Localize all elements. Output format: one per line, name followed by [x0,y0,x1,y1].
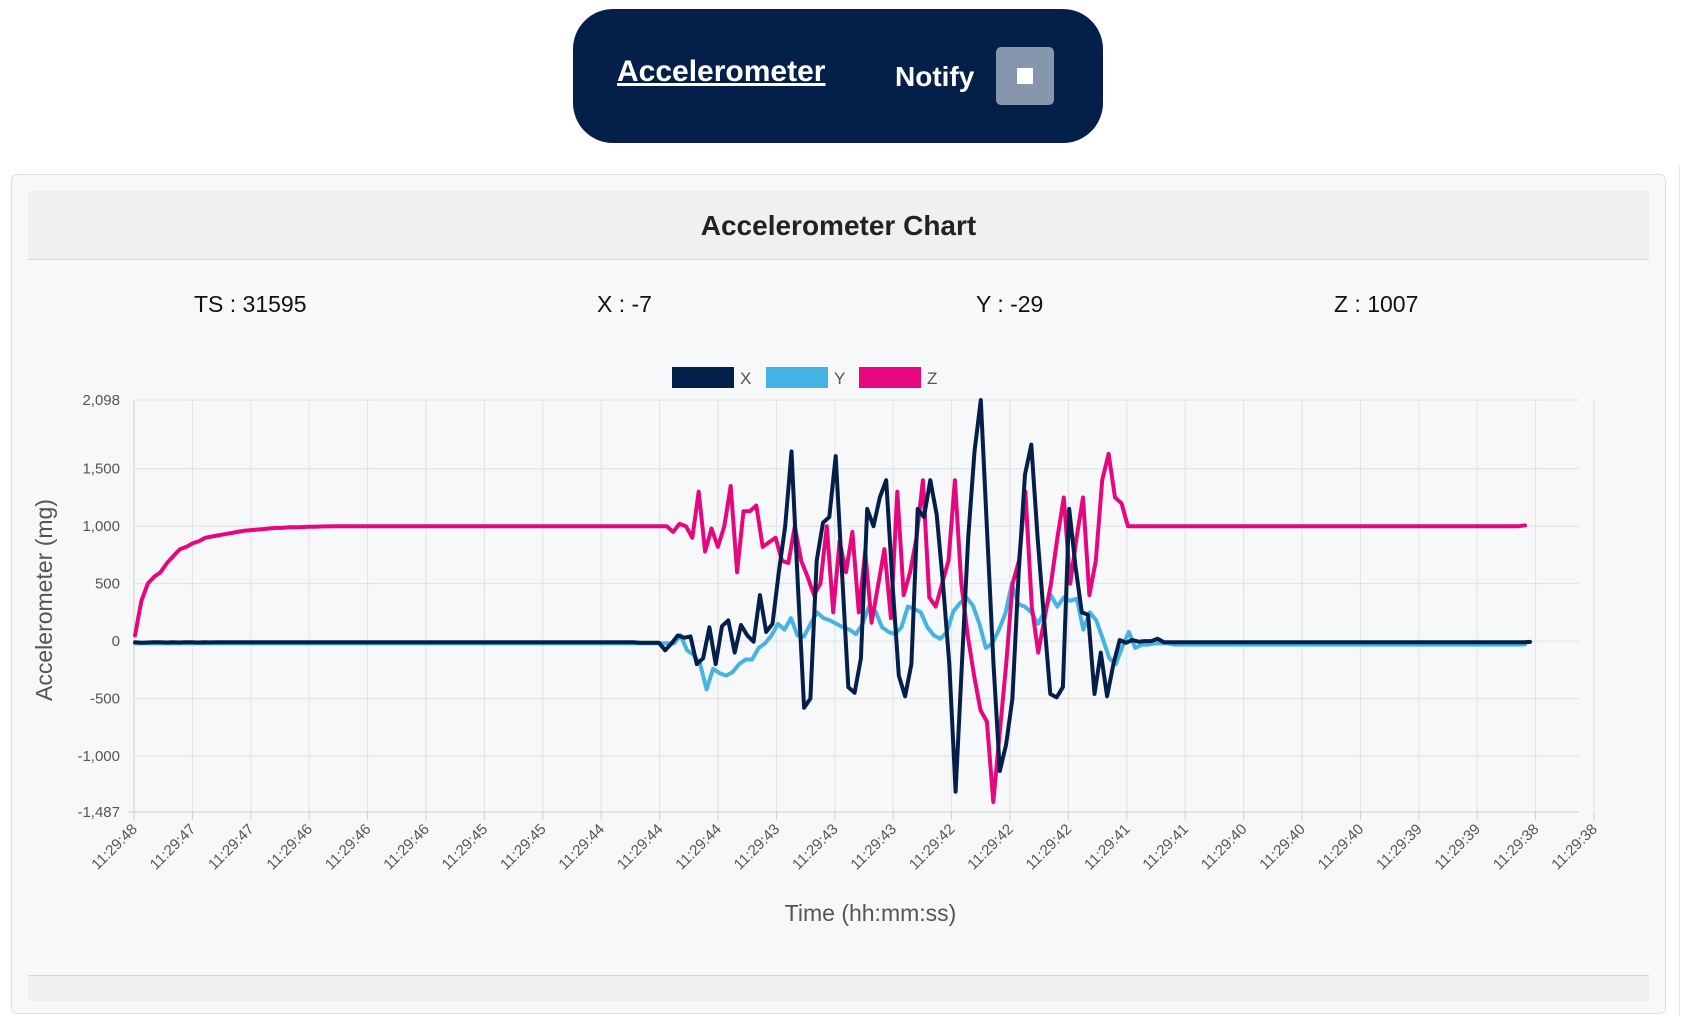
chart-card-title: Accelerometer Chart [28,191,1649,260]
y-tick-label: 2,098 [82,392,120,409]
x-tick-label: 11:29:44 [672,821,725,874]
x-tick-label: 11:29:38 [1490,821,1543,874]
legend-swatch-z [859,367,921,388]
x-tick-label: 11:29:47 [205,821,258,874]
legend-swatch-x [672,367,734,388]
x-tick-label: 11:29:43 [731,821,784,874]
x-tick-label: 11:29:40 [1198,821,1251,874]
x-tick-label: 11:29:39 [1432,821,1485,874]
legend-label-x: X [740,369,751,388]
x-tick-label: 11:29:44 [556,821,609,874]
timestamp-readout: TS : 31595 [194,291,307,317]
notify-stop-button[interactable] [996,47,1054,105]
y-tick-label: -1,000 [77,748,120,765]
legend-swatch-y [766,367,828,388]
z-readout: Z : 1007 [1334,291,1419,317]
legend-label-z: Z [927,369,937,388]
x-tick-label: 11:29:41 [1081,821,1134,874]
x-tick-label: 11:29:46 [322,821,375,874]
x-tick-label: 11:29:46 [264,821,317,874]
y-tick-label: 1,500 [82,461,120,478]
y-axis-title: Accelerometer (mg) [31,499,57,701]
y-readout: Y : -29 [976,291,1044,317]
stop-icon [1017,68,1033,84]
x-tick-label: 11:29:47 [147,821,200,874]
notify-label: Notify [895,61,975,92]
y-tick-label: -500 [90,691,120,708]
x-tick-label: 11:29:38 [1548,821,1601,874]
x-tick-label: 11:29:40 [1256,821,1309,874]
x-tick-label: 11:29:44 [614,821,667,874]
x-tick-label: 11:29:42 [906,821,959,874]
accelerometer-chart-card: Accelerometer Chart TS : 31595 X : -7 Y … [11,174,1666,1014]
y-tick-label: 500 [95,576,120,593]
x-tick-label: 11:29:41 [1140,821,1193,874]
x-tick-label: 11:29:43 [848,821,901,874]
legend-label-y: Y [834,369,845,388]
x-tick-label: 11:29:48 [88,821,141,874]
x-tick-label: 11:29:46 [380,821,433,874]
x-tick-label: 11:29:45 [439,821,492,874]
x-tick-label: 11:29:42 [1023,821,1076,874]
x-readout: X : -7 [597,291,652,317]
x-tick-label: 11:29:40 [1315,821,1368,874]
x-axis-title: Time (hh:mm:ss) [785,900,957,926]
chart-card-footer [28,975,1649,1001]
series-line-z [133,451,1527,804]
x-tick-label: 11:29:43 [789,821,842,874]
x-tick-label: 11:29:39 [1373,821,1426,874]
y-tick-label: -1,487 [77,804,120,821]
accelerometer-title-link[interactable]: Accelerometer [617,55,826,88]
y-tick-label: 1,000 [82,518,120,535]
y-tick-label: 0 [112,633,120,650]
series-line-x [133,398,1532,794]
page-edge-divider [1679,166,1680,1016]
accelerometer-panel: Accelerometer Notify [573,9,1103,143]
x-tick-label: 11:29:45 [497,821,550,874]
x-tick-label: 11:29:42 [964,821,1017,874]
series-line-y [133,581,1527,692]
